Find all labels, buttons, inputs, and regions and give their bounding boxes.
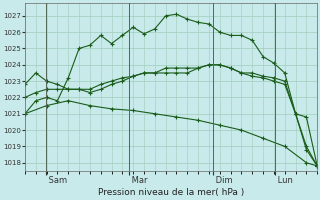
X-axis label: Pression niveau de la mer( hPa ): Pression niveau de la mer( hPa ) [98,188,244,197]
